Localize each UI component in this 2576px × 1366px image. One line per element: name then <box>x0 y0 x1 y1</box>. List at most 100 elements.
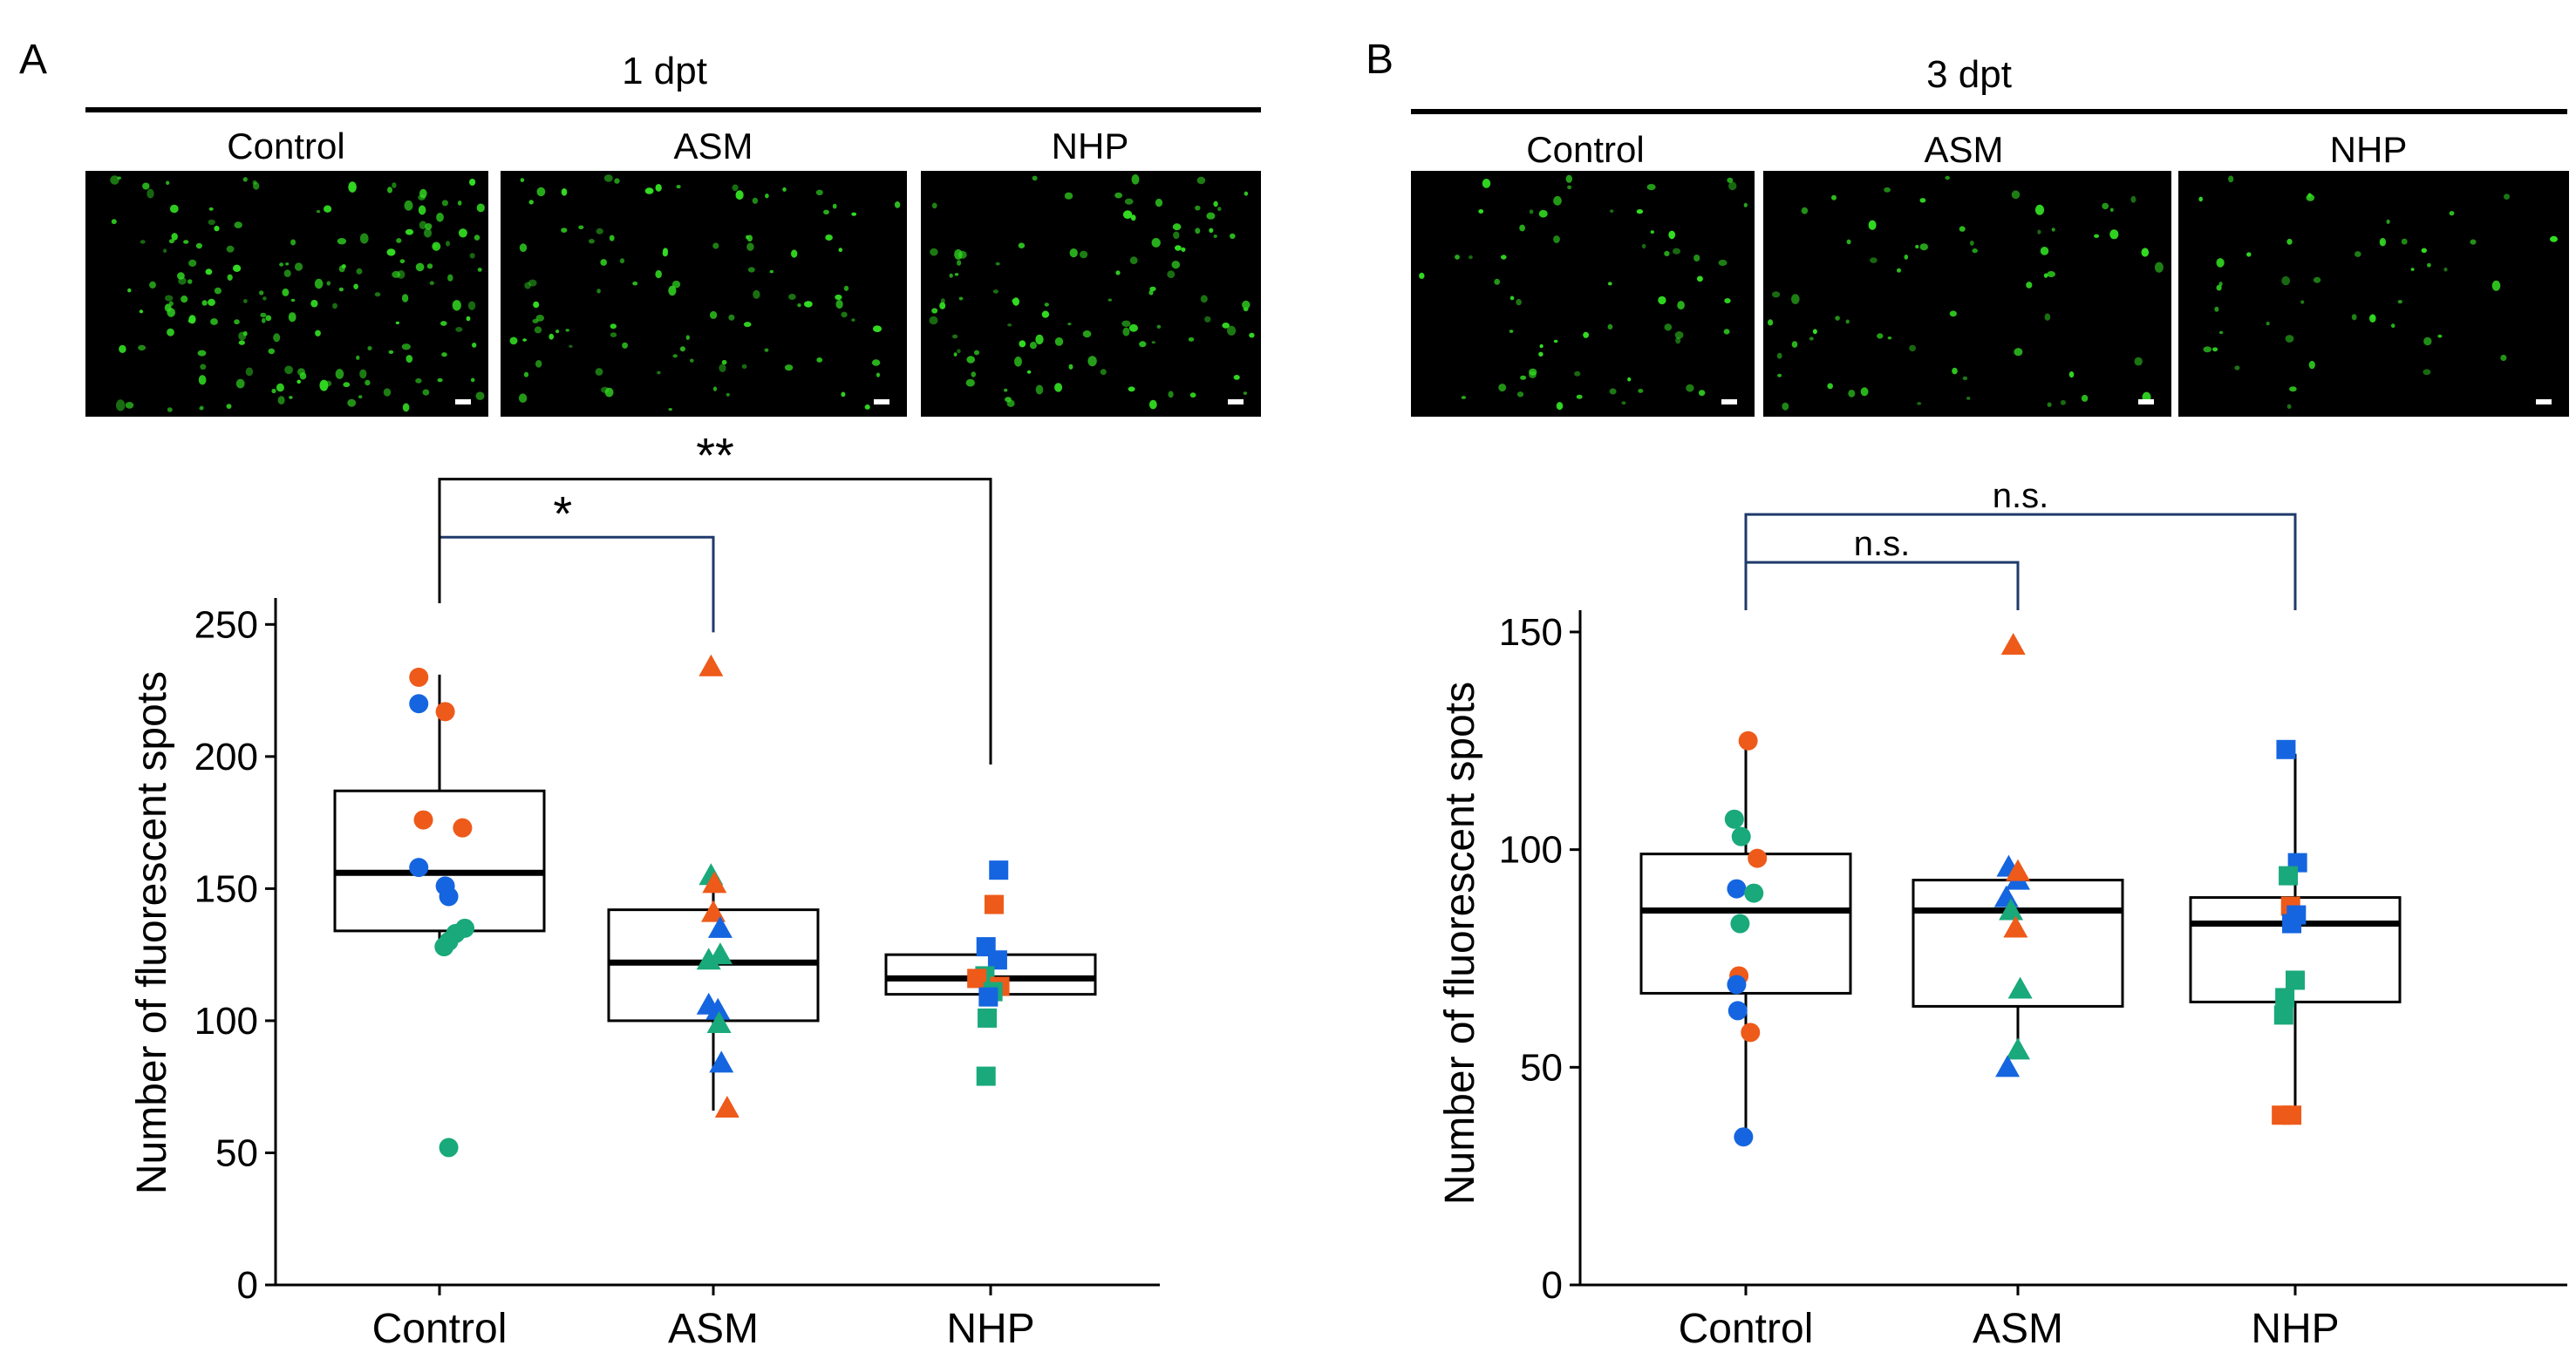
fluorescent-spot <box>752 197 759 204</box>
data-point <box>2006 859 2030 881</box>
fluorescent-spot <box>1809 336 1814 341</box>
fluorescent-spot <box>1845 319 1850 324</box>
y-tick-label: 100 <box>1499 829 1563 872</box>
fluorescent-spot <box>401 343 411 350</box>
data-point <box>978 1008 998 1028</box>
fluorescent-spot <box>2386 219 2390 224</box>
fluorescent-spot <box>565 329 569 332</box>
data-point <box>702 871 727 894</box>
fluorescent-spot <box>1664 323 1673 331</box>
scale-bar <box>1228 399 1244 404</box>
data-point <box>2275 988 2295 1008</box>
fluorescent-spot <box>242 177 248 182</box>
fluorescent-spot <box>1583 331 1589 338</box>
fluorescent-spot <box>1018 242 1026 249</box>
chart-b-ylabel: Number of fluorescent spots <box>1437 682 1483 1205</box>
x-tick-label: NHP <box>946 1306 1034 1352</box>
fluorescent-spot <box>1607 282 1612 286</box>
panel-a-letter: A <box>19 37 47 83</box>
fluorescent-spot <box>315 330 321 336</box>
y-tick-label: 250 <box>194 603 258 646</box>
fluorescent-spot <box>1664 250 1670 256</box>
fluorescent-spot <box>1249 332 1255 338</box>
fluorescent-spot <box>561 188 568 196</box>
fluorescent-spot <box>1041 310 1050 318</box>
fluorescent-spot <box>1909 344 1917 352</box>
fluorescent-spot <box>841 391 846 398</box>
chart-b: Number of fluorescent spots 0 50 100 150 Con… <box>1437 477 2567 1352</box>
fluorescent-spot <box>1107 298 1113 302</box>
fluorescent-spot <box>1529 368 1537 376</box>
fluorescent-spot <box>2500 354 2507 362</box>
fluorescent-spot <box>797 303 801 308</box>
data-point <box>1731 826 1751 846</box>
fluorescent-spot <box>2307 193 2312 198</box>
fluorescent-spot <box>387 187 392 194</box>
fluorescent-spot <box>1188 336 1195 342</box>
fluorescent-spot <box>1949 310 1957 317</box>
fluorescent-spot <box>1877 333 1884 339</box>
fluorescent-spot <box>561 228 568 233</box>
fluorescent-spot <box>1217 207 1222 212</box>
fluorescent-spot <box>549 333 554 340</box>
fluorescent-spot <box>1233 375 1240 380</box>
fluorescent-spot <box>233 264 242 272</box>
fluorescent-spot <box>1727 177 1734 183</box>
fluorescent-spot <box>2423 336 2432 346</box>
fluorescent-spot <box>167 407 173 412</box>
fluorescent-spot <box>1195 205 1201 211</box>
fluorescent-spot <box>1148 289 1154 296</box>
fluorescent-spot <box>440 321 447 326</box>
panel-a-timepoint: 1 dpt <box>622 50 707 92</box>
fluorescent-spot <box>210 318 218 325</box>
fluorescent-spot <box>1509 296 1515 301</box>
fluorescent-spot <box>234 221 242 228</box>
fluorescent-spot <box>1115 270 1121 275</box>
fluorescent-spot <box>1835 316 1840 321</box>
fluorescent-spot <box>277 396 285 404</box>
fluorescent-spot <box>931 308 938 314</box>
fluorescent-spot <box>1498 384 1507 392</box>
data-point <box>699 654 724 676</box>
fluorescent-spot <box>111 219 117 225</box>
fluorescent-spot <box>1213 200 1218 207</box>
fluorescent-spot <box>1082 330 1092 338</box>
fluorescent-spot <box>1122 210 1133 220</box>
fluorescent-spot <box>2109 229 2119 240</box>
fluorescent-spot <box>2504 194 2510 200</box>
fluorescent-spot <box>851 318 855 322</box>
fluorescent-spot <box>415 377 422 384</box>
fluorescent-spot <box>395 321 399 324</box>
fluorescent-spot <box>1646 184 1656 191</box>
fluorescent-spot <box>721 359 727 365</box>
fluorescent-spot <box>1677 301 1685 310</box>
fluorescent-spot <box>276 383 284 392</box>
fluorescent-spot <box>198 375 207 385</box>
fluorescent-spot <box>1919 243 1928 251</box>
fluorescent-spot <box>2047 271 2056 277</box>
fluorescent-spot <box>940 298 945 304</box>
fluorescent-spot <box>619 258 625 264</box>
fluorescent-spot <box>965 378 975 387</box>
data-point <box>1734 1127 1754 1147</box>
fluorescent-spot <box>457 200 462 206</box>
fluorescent-spot <box>939 302 946 309</box>
fluorescent-spot <box>314 278 324 289</box>
data-point <box>413 810 433 830</box>
y-tick-label: 200 <box>194 736 258 778</box>
fluorescent-spot <box>1915 245 1919 248</box>
fluorescent-spot <box>735 190 744 200</box>
fluorescent-spot <box>1519 224 1525 232</box>
fluorescent-spot <box>1674 331 1684 339</box>
fluorescent-spot <box>1972 248 1978 254</box>
fluorescent-spot <box>396 238 402 243</box>
fluorescent-spot <box>1494 278 1501 285</box>
fluorescent-spot <box>260 312 267 317</box>
y-tick-label: 0 <box>1542 1264 1563 1307</box>
fluorescent-spot <box>365 379 371 386</box>
fluorescent-spot <box>816 357 823 363</box>
fluorescent-spot <box>1801 207 1809 214</box>
fluorescent-spot <box>2234 365 2240 370</box>
data-point <box>1738 731 1758 751</box>
fluorescent-spot <box>455 327 463 332</box>
